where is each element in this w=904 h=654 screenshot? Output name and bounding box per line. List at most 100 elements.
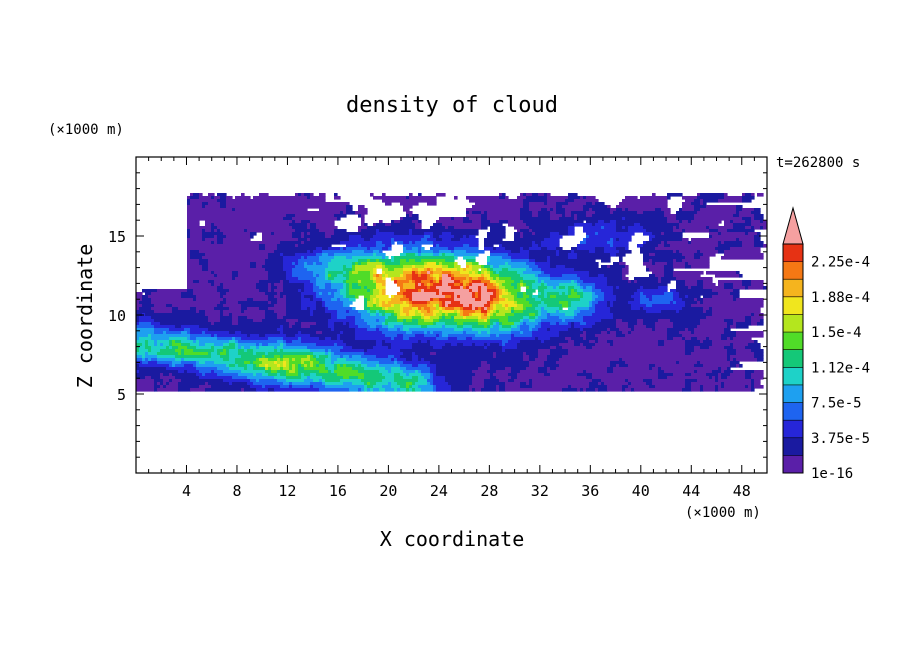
contour-cell [367,298,371,302]
contour-cell [493,277,497,281]
contour-cell [616,223,635,227]
contour-cell [235,340,239,344]
contour-cell [217,373,239,377]
contour-cell [181,379,224,383]
contour-cell [178,370,185,374]
contour-cell [700,193,725,197]
contour-cell [391,385,401,389]
contour-cell [550,217,560,221]
contour-cell [664,340,686,344]
contour-cell [220,292,227,296]
contour-cell [490,328,500,332]
contour-cell [640,247,656,251]
contour-cell [490,325,494,329]
contour-cell [733,319,746,323]
contour-cell [586,196,596,200]
contour-cell [316,322,329,326]
contour-cell [649,274,656,278]
contour-cell [412,280,416,284]
contour-cell [355,268,374,272]
contour-cell [316,223,335,227]
contour-cell [751,349,764,353]
contour-cell [586,322,596,326]
contour-cell [142,343,146,347]
contour-cell [427,304,434,308]
contour-cell [613,343,659,347]
contour-cell [691,388,701,392]
contour-cell [451,301,461,305]
contour-cell [748,385,752,389]
contour-cell [520,382,527,386]
contour-cell [190,229,203,233]
contour-cell [751,217,755,221]
contour-cell [223,349,227,353]
contour-cell [559,253,569,257]
contour-cell [496,289,500,293]
contour-cell [541,241,560,245]
contour-cell [676,361,680,365]
contour-cell [496,280,506,284]
contour-cell [382,268,389,272]
contour-cell [340,364,344,368]
contour-cell [754,370,764,374]
contour-cell [151,322,161,326]
contour-cell [655,253,683,257]
contour-cell [514,379,530,383]
contour-cell [544,289,569,293]
contour-cell [436,280,440,284]
contour-cell [598,388,608,392]
contour-cell [724,286,734,290]
contour-cell [283,346,308,350]
contour-cell [190,334,212,338]
contour-cell [184,370,188,374]
contour-cell [472,268,479,272]
contour-cell [136,334,149,338]
contour-cell [256,373,263,377]
contour-cell [622,319,638,323]
contour-cell [541,298,581,302]
contour-cell [490,265,494,269]
contour-cell [430,307,437,311]
contour-cell [499,196,506,200]
contour-cell [520,247,524,251]
contour-cell [526,193,533,197]
contour-cell [139,322,152,326]
contour-cell [274,361,278,365]
contour-cell [640,295,647,299]
contour-cell [484,211,488,215]
contour-cell [337,334,341,338]
contour-cell [295,244,299,248]
contour-cell [727,376,746,380]
contour-cell [241,346,245,350]
contour-cell [172,310,197,314]
contour-cell [403,283,416,287]
contour-cell [511,256,530,260]
contour-cell [325,310,338,314]
contour-cell [535,259,548,263]
contour-cell [511,292,518,296]
contour-cell [604,295,617,299]
contour-cell [733,343,749,347]
contour-cell [700,385,704,389]
contour-cell [643,292,665,296]
contour-cell [643,241,647,245]
contour-cell [694,208,701,212]
contour-cell [238,364,248,368]
contour-cell [418,379,428,383]
contour-cell [241,331,281,335]
contour-cell [568,193,578,197]
contour-cell [178,385,200,389]
contour-cell [547,313,551,317]
contour-cell [496,295,500,299]
contour-cell [409,328,455,332]
contour-cell [724,283,734,287]
contour-cell [355,337,392,341]
contour-cell [313,274,317,278]
contour-cell [445,226,449,230]
contour-cell [535,298,542,302]
contour-cell [745,316,752,320]
contour-cell [409,301,413,305]
contour-cell [463,283,467,287]
contour-cell [370,298,374,302]
contour-cell [718,292,731,296]
